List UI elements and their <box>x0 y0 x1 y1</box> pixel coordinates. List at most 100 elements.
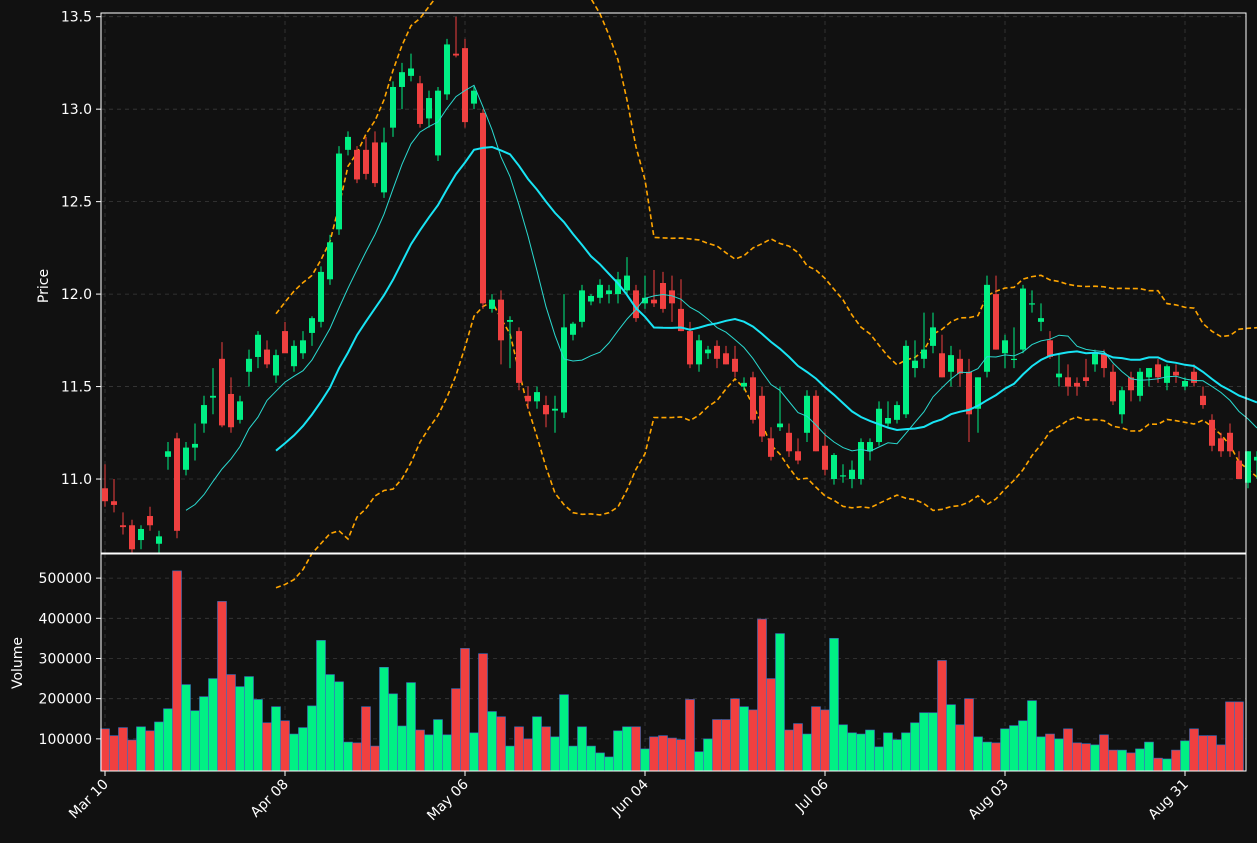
volume-bar <box>667 737 677 772</box>
candle-body <box>1137 371 1143 396</box>
candle-body <box>1011 358 1017 361</box>
upper-band-line <box>275 0 1257 366</box>
candle-body <box>1182 381 1188 387</box>
volume-bar <box>757 618 767 772</box>
candle-body <box>597 284 603 298</box>
candle-body <box>480 112 486 304</box>
volume-tick-label: 500000 <box>39 571 92 587</box>
candle-body <box>462 48 468 123</box>
volume-bar <box>991 742 1001 772</box>
candle-body <box>993 294 999 350</box>
volume-bar <box>1126 752 1136 772</box>
volume-axis-label: Volume <box>10 637 26 689</box>
volume-bar <box>550 736 560 772</box>
candle-body <box>1074 382 1080 387</box>
volume-bar <box>1162 758 1172 772</box>
volume-bar <box>847 732 857 772</box>
volume-bar <box>1045 733 1055 772</box>
volume-bar <box>649 736 659 772</box>
candle-body <box>696 340 702 365</box>
volume-bar <box>820 709 830 772</box>
volume-bar <box>478 653 488 772</box>
volume-bar <box>199 696 209 772</box>
candle-body <box>651 299 657 304</box>
candle-body <box>435 90 441 156</box>
price-tick-label: 13.5 <box>61 10 92 26</box>
volume-bar <box>910 722 920 772</box>
volume-bar <box>1009 725 1019 772</box>
candle-body <box>138 528 144 541</box>
volume-bar <box>577 726 587 772</box>
volume-bar <box>1000 728 1010 772</box>
volume-bar <box>271 706 281 772</box>
candle-body <box>147 516 153 526</box>
volume-bar <box>532 716 542 772</box>
volume-bar <box>217 601 227 772</box>
volume-bar <box>1036 736 1046 772</box>
candle-body <box>633 290 639 319</box>
volume-bar <box>640 748 650 772</box>
candle-body <box>795 451 801 461</box>
volume-bar <box>559 694 569 772</box>
volume-bar <box>1234 701 1244 772</box>
volume-bar <box>100 728 110 772</box>
volume-bar <box>460 648 470 772</box>
candle-body <box>543 405 549 415</box>
volume-bar <box>604 756 614 772</box>
volume-bar <box>1063 728 1073 772</box>
volume-bar <box>703 738 713 772</box>
volume-bar <box>883 732 893 772</box>
candle-body <box>624 275 630 291</box>
volume-bar <box>1171 749 1181 772</box>
volume-bar <box>406 682 416 772</box>
volume-tick-label: 200000 <box>39 692 92 708</box>
candle-body <box>1101 353 1107 369</box>
volume-bar <box>982 741 992 772</box>
candle-body <box>1002 340 1008 354</box>
volume-bar <box>109 735 119 772</box>
candle-body <box>453 53 459 56</box>
volume-bar <box>1117 749 1127 772</box>
candle-body <box>687 331 693 365</box>
volume-bar <box>919 712 929 772</box>
volume-bar <box>298 727 308 772</box>
candle-body <box>219 358 225 426</box>
candle-body <box>1227 432 1233 452</box>
volume-bar <box>469 732 479 772</box>
candle-body <box>867 442 873 452</box>
candle-body <box>183 447 189 470</box>
candle-body <box>1038 318 1044 322</box>
candle-body <box>264 349 270 365</box>
candle-body <box>723 353 729 365</box>
candle-body <box>309 318 315 333</box>
volume-bar <box>730 698 740 772</box>
volume-bar <box>1054 738 1064 772</box>
volume-bar <box>568 745 578 772</box>
candle-body <box>570 323 576 335</box>
volume-bar <box>973 736 983 772</box>
volume-bar <box>901 732 911 772</box>
volume-bar <box>739 706 749 772</box>
candle-body <box>1236 460 1242 480</box>
price-axis-label: Price <box>36 269 52 303</box>
panel-frames <box>100 12 1247 772</box>
candle-body <box>336 153 342 230</box>
candle-body <box>1119 390 1125 415</box>
date-tick-label: May 06 <box>424 776 472 824</box>
candle-body <box>1020 288 1026 350</box>
volume-bar <box>766 678 776 772</box>
volume-bar <box>280 720 290 772</box>
candle-body <box>588 295 594 302</box>
date-tick-label: Aug 31 <box>1145 777 1191 823</box>
candle-body <box>552 408 558 411</box>
volume-bar <box>928 712 938 772</box>
volume-bar <box>1090 744 1100 772</box>
candle-body <box>246 358 252 372</box>
candle-body <box>975 377 981 409</box>
volume-bar <box>289 733 299 772</box>
volume-tick-label: 100000 <box>39 732 92 748</box>
candle-body <box>669 290 675 304</box>
candle-body <box>381 142 387 193</box>
candle-body <box>129 525 135 550</box>
volume-bar <box>676 739 686 772</box>
